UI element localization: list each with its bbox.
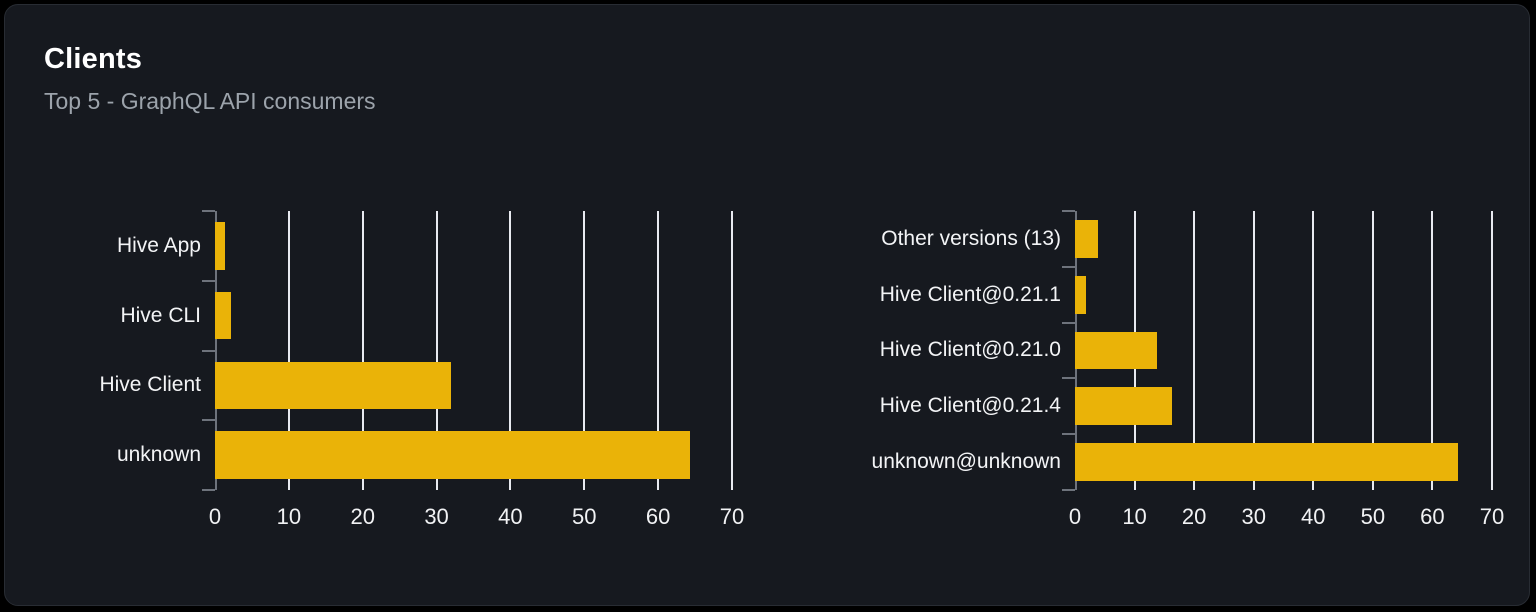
clients-by-name-chart: Hive App Hive CLI Hive Client unknown 0 10 20… [44, 210, 744, 529]
category-label: unknown [116, 443, 201, 467]
bar-row [1075, 267, 1492, 323]
y-axis-tick [202, 349, 215, 352]
x-tick-label: 40 [1301, 504, 1326, 529]
gridline [583, 211, 586, 490]
gridline [1312, 211, 1315, 490]
x-tick-label: 50 [572, 504, 597, 529]
x-tick-label: 60 [1420, 504, 1445, 529]
gridline [731, 211, 733, 490]
y-axis-tick [1062, 210, 1075, 212]
bar[interactable] [1075, 387, 1173, 426]
bar[interactable] [215, 361, 452, 410]
plot-area: 0 10 20 30 40 50 60 70 [1062, 210, 1504, 529]
gridline [287, 211, 290, 490]
gridline [1491, 211, 1493, 490]
gridline [1371, 211, 1374, 490]
y-axis-tick [202, 279, 215, 282]
bar-rows [1075, 211, 1493, 490]
category-labels: Other versions (13) Hive Client@0.21.1 Hiv… [831, 211, 1075, 490]
bar-row [1075, 211, 1492, 267]
bar[interactable] [1075, 331, 1157, 370]
bar-row [215, 211, 732, 281]
gridline [435, 211, 438, 490]
y-axis-tick [1062, 377, 1075, 380]
bar[interactable] [215, 431, 690, 479]
bar-row [1075, 434, 1492, 490]
x-axis-labels: 0 10 20 30 40 50 60 70 [1069, 490, 1504, 534]
category-label: unknown@unknown [871, 450, 1061, 474]
bar-row [215, 281, 732, 351]
plot-area: 0 10 20 30 40 50 60 70 [202, 210, 744, 529]
bar-row [1075, 323, 1492, 379]
category-label: Hive Client@0.21.4 [879, 394, 1061, 418]
y-axis-tick [1062, 265, 1075, 268]
y-axis-tick [202, 419, 215, 422]
category-label: Hive Client@0.21.0 [879, 338, 1061, 362]
x-tick-label: 70 [719, 504, 745, 529]
category-label: Other versions (13) [881, 226, 1061, 250]
clients-by-version-chart: Other versions (13) Hive Client@0.21.1 Hiv… [831, 210, 1504, 529]
clients-card: Clients Top 5 - GraphQL API consumers Hi… [4, 4, 1530, 606]
x-tick-label: 20 [1181, 504, 1207, 529]
category-label: Hive CLI [120, 303, 201, 327]
category-labels: Hive App Hive CLI Hive Client unknown [44, 211, 215, 490]
x-tick-label: 20 [350, 504, 375, 529]
x-tick-label: 60 [645, 504, 671, 529]
y-axis-tick [202, 210, 215, 212]
y-axis-tick [1062, 321, 1075, 324]
x-tick-label: 10 [276, 504, 302, 529]
bar[interactable] [1075, 219, 1099, 258]
bar-row [215, 420, 732, 490]
bar[interactable] [1075, 443, 1459, 482]
category-label: Hive Client@0.21.1 [879, 282, 1061, 306]
y-axis-tick [1062, 433, 1075, 436]
x-tick-label: 50 [1360, 504, 1386, 529]
x-tick-label: 30 [424, 504, 449, 529]
x-tick-label: 10 [1122, 504, 1147, 529]
card-header: Clients Top 5 - GraphQL API consumers [44, 43, 376, 115]
bar-row [215, 351, 732, 421]
y-axis-line [215, 211, 217, 490]
gridline [1252, 211, 1255, 490]
gridline [509, 211, 512, 490]
bar-rows [215, 211, 733, 490]
x-tick-label: 0 [1068, 504, 1082, 529]
x-tick-label: 30 [1241, 504, 1266, 529]
bar[interactable] [215, 222, 226, 270]
category-label: Hive App [116, 233, 201, 257]
gridline [1431, 211, 1434, 490]
x-tick-label: 70 [1479, 504, 1505, 529]
y-axis-tick [1062, 489, 1075, 491]
gridline [1193, 211, 1196, 490]
bar-row [1075, 378, 1492, 434]
bar[interactable] [1075, 275, 1087, 314]
x-tick-label: 40 [498, 504, 523, 529]
card-subtitle: Top 5 - GraphQL API consumers [44, 88, 376, 114]
x-axis-labels: 0 10 20 30 40 50 60 70 [209, 490, 744, 534]
bar[interactable] [215, 291, 231, 340]
category-label: Hive Client [99, 373, 201, 397]
gridline [361, 211, 364, 490]
card-title: Clients [44, 43, 143, 75]
x-tick-label: 0 [208, 504, 222, 529]
gridline [657, 211, 660, 490]
y-axis-tick [202, 489, 215, 491]
